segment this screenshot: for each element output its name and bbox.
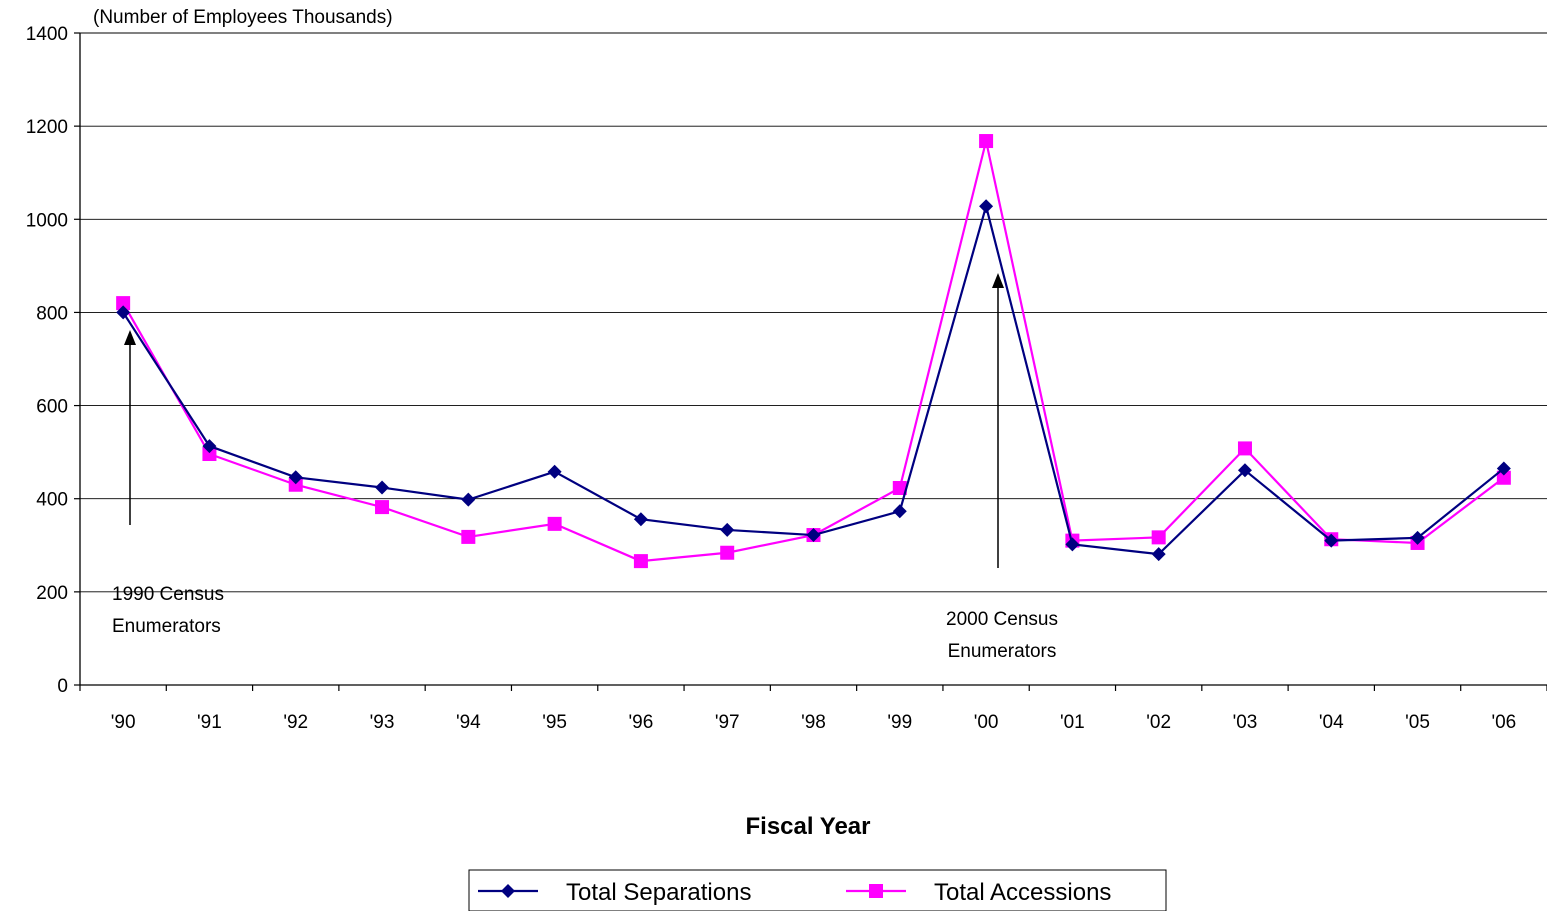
data-point bbox=[979, 199, 994, 214]
legend-label: Total Accessions bbox=[934, 879, 1111, 906]
y-tick-label: 400 bbox=[36, 490, 68, 511]
data-point bbox=[288, 477, 303, 492]
annotation-text: 2000 Census bbox=[946, 609, 1058, 630]
x-tick-label: '92 bbox=[283, 712, 308, 733]
data-point bbox=[547, 464, 562, 479]
unit-label: (Number of Employees Thousands) bbox=[93, 7, 393, 28]
x-tick-label: '90 bbox=[111, 712, 136, 733]
series-line bbox=[122, 140, 1505, 563]
x-tick-label: '05 bbox=[1405, 712, 1430, 733]
data-point bbox=[1237, 441, 1252, 456]
annotation-text: Enumerators bbox=[948, 641, 1057, 662]
x-tick-label: '01 bbox=[1060, 712, 1085, 733]
data-point bbox=[633, 554, 648, 569]
annotation-arrowhead bbox=[124, 330, 136, 345]
axes bbox=[79, 33, 1547, 686]
annotation-text: Enumerators bbox=[112, 616, 221, 637]
data-point bbox=[1496, 470, 1511, 485]
x-tick-label: '03 bbox=[1233, 712, 1258, 733]
x-axis-title: Fiscal Year bbox=[746, 813, 871, 840]
y-ticks: 0 200 400 600 800 1000 1200 1400 bbox=[26, 24, 80, 697]
data-point bbox=[1151, 530, 1166, 545]
data-point bbox=[202, 447, 217, 462]
x-tick-label: '06 bbox=[1491, 712, 1516, 733]
data-point bbox=[1237, 463, 1252, 478]
data-point bbox=[375, 500, 390, 515]
annotation-arrowhead bbox=[992, 273, 1004, 288]
legend-label: Total Separations bbox=[566, 879, 751, 906]
series bbox=[116, 134, 1511, 569]
data-point bbox=[720, 522, 735, 537]
annotations: 1990 Census Enumerators 2000 Census Enumera… bbox=[112, 273, 1058, 662]
data-point bbox=[1324, 533, 1339, 548]
legend-box bbox=[468, 869, 1167, 911]
data-point bbox=[116, 305, 131, 320]
x-tick-label: '91 bbox=[197, 712, 222, 733]
data-point bbox=[979, 134, 994, 149]
data-point bbox=[1410, 530, 1425, 545]
x-tick-label: '97 bbox=[715, 712, 740, 733]
x-ticks: '90 '91 '92 '93 '94 '95 '96 '97 '98 '99 '00 '01 '02 '… bbox=[79, 685, 1547, 733]
legend: Total Separations Total Accessions bbox=[468, 869, 1167, 911]
y-tick-label: 600 bbox=[36, 397, 68, 418]
legend-marker bbox=[869, 884, 883, 898]
x-tick-label: '98 bbox=[801, 712, 826, 733]
data-point bbox=[547, 516, 562, 531]
annotation-text: 1990 Census bbox=[112, 584, 224, 605]
y-tick-label: 800 bbox=[36, 303, 68, 324]
data-point bbox=[892, 504, 907, 519]
y-tick-label: 1000 bbox=[26, 210, 68, 231]
x-tick-label: '93 bbox=[370, 712, 395, 733]
data-point bbox=[806, 528, 821, 543]
x-tick-label: '94 bbox=[456, 712, 481, 733]
y-tick-label: 200 bbox=[36, 583, 68, 604]
data-point bbox=[633, 512, 648, 527]
x-tick-label: '96 bbox=[629, 712, 654, 733]
data-point bbox=[1496, 461, 1511, 476]
data-point bbox=[892, 481, 907, 496]
data-point bbox=[1065, 537, 1080, 552]
gridlines bbox=[80, 32, 1547, 593]
y-tick-label: 0 bbox=[57, 676, 68, 697]
data-point bbox=[720, 545, 735, 560]
data-point bbox=[461, 492, 476, 507]
x-tick-label: '95 bbox=[542, 712, 567, 733]
y-tick-label: 1200 bbox=[26, 117, 68, 138]
data-point bbox=[288, 470, 303, 485]
x-tick-label: '99 bbox=[887, 712, 912, 733]
data-point bbox=[461, 529, 476, 544]
legend-marker bbox=[501, 884, 515, 898]
data-point bbox=[116, 296, 131, 311]
x-tick-label: '00 bbox=[974, 712, 999, 733]
x-tick-label: '04 bbox=[1319, 712, 1344, 733]
series-total-accessions bbox=[116, 134, 1511, 569]
data-point bbox=[375, 480, 390, 495]
series-total-separations bbox=[116, 199, 1511, 562]
data-point bbox=[1151, 547, 1166, 562]
data-point bbox=[202, 439, 217, 454]
y-tick-label: 1400 bbox=[26, 24, 68, 45]
x-tick-label: '02 bbox=[1146, 712, 1171, 733]
